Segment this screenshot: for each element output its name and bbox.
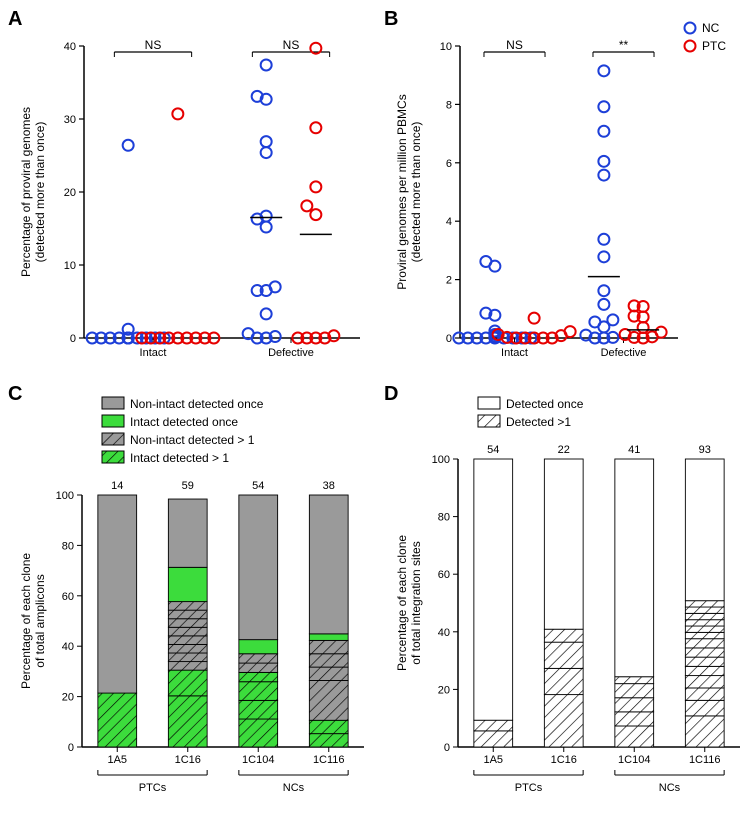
svg-text:NS: NS <box>145 38 162 52</box>
svg-text:100: 100 <box>56 490 74 502</box>
svg-text:Non-intact detected > 1: Non-intact detected > 1 <box>130 433 255 447</box>
svg-text:54: 54 <box>252 480 264 492</box>
svg-text:60: 60 <box>62 591 74 603</box>
svg-text:60: 60 <box>438 569 450 581</box>
svg-text:(detected more than once): (detected more than once) <box>33 122 47 263</box>
svg-text:20: 20 <box>64 187 76 199</box>
svg-text:Defective: Defective <box>268 347 314 359</box>
panel-b-label: B <box>384 8 398 31</box>
svg-text:20: 20 <box>62 692 74 704</box>
svg-text:40: 40 <box>438 627 450 639</box>
svg-text:0: 0 <box>68 742 74 754</box>
svg-text:(detected more than once): (detected more than once) <box>409 122 423 263</box>
svg-text:1C116: 1C116 <box>689 754 721 766</box>
svg-text:of total integration sites: of total integration sites <box>409 541 423 664</box>
svg-text:30: 30 <box>64 114 76 126</box>
svg-text:54: 54 <box>487 444 499 456</box>
svg-text:Detected once: Detected once <box>506 397 584 411</box>
panel-c-label: C <box>8 383 22 406</box>
svg-text:of total amplicons: of total amplicons <box>33 574 47 667</box>
svg-text:NCs: NCs <box>659 782 681 794</box>
svg-text:1C104: 1C104 <box>242 754 274 766</box>
svg-text:1C16: 1C16 <box>551 754 577 766</box>
svg-text:38: 38 <box>323 480 335 492</box>
panel-b: B 0246810Proviral genomes per million PB… <box>388 12 754 377</box>
svg-text:41: 41 <box>628 444 640 456</box>
svg-text:NCs: NCs <box>283 782 305 794</box>
svg-text:PTCs: PTCs <box>139 782 167 794</box>
panel-b-chart: 0 2 4 6 8 10 Proviral genomes per million PBMC… <box>388 12 754 372</box>
svg-text:1C116: 1C116 <box>313 754 345 766</box>
svg-text:NC: NC <box>702 21 720 35</box>
svg-text:Proviral genomes per million P: Proviral genomes per million PBMCs <box>395 94 409 289</box>
svg-text:80: 80 <box>438 512 450 524</box>
svg-text:Percentage of each clone: Percentage of each clone <box>19 553 33 689</box>
svg-text:Intact: Intact <box>501 347 528 359</box>
svg-text:80: 80 <box>62 540 74 552</box>
svg-text:Defective: Defective <box>601 347 647 359</box>
svg-text:10: 10 <box>64 260 76 272</box>
panel-a-chart: 0 10 20 30 40 Percentage of proviral genomes(… <box>12 12 378 372</box>
svg-text:PTCs: PTCs <box>515 782 543 794</box>
svg-text:Non-intact detected once: Non-intact detected once <box>130 397 264 411</box>
svg-text:22: 22 <box>558 444 570 456</box>
svg-text:Intact detected once: Intact detected once <box>130 415 238 429</box>
svg-text:NS: NS <box>506 38 523 52</box>
svg-text:Intact detected > 1: Intact detected > 1 <box>130 451 229 465</box>
svg-text:PTC: PTC <box>702 39 726 53</box>
panel-d: D Detected onceDetected >1020406080100Pe… <box>388 387 754 822</box>
figure-grid: A 010203040Percentage of proviral genome… <box>12 12 744 822</box>
svg-text:Percentage of proviral genomes: Percentage of proviral genomes <box>19 107 33 277</box>
svg-text:40: 40 <box>64 41 76 53</box>
svg-text:4: 4 <box>446 216 452 228</box>
svg-text:1C16: 1C16 <box>175 754 201 766</box>
svg-text:8: 8 <box>446 99 452 111</box>
svg-text:14: 14 <box>111 480 123 492</box>
svg-text:0: 0 <box>444 742 450 754</box>
svg-text:**: ** <box>619 38 629 52</box>
panel-d-chart: Detected once Detected >1 0 20 40 60 80 100 Perc… <box>388 387 754 817</box>
svg-text:1C104: 1C104 <box>618 754 650 766</box>
svg-text:1A5: 1A5 <box>107 754 127 766</box>
svg-text:0: 0 <box>70 333 76 345</box>
svg-text:10: 10 <box>440 41 452 53</box>
panel-c: C Non-intact detected onceIntact detecte… <box>12 387 378 822</box>
panel-a: A 010203040Percentage of proviral genome… <box>12 12 378 377</box>
svg-text:Percentage of each clone: Percentage of each clone <box>395 535 409 671</box>
svg-text:59: 59 <box>182 480 194 492</box>
svg-text:0: 0 <box>446 333 452 345</box>
panel-d-label: D <box>384 383 398 406</box>
svg-text:Detected >1: Detected >1 <box>506 415 571 429</box>
svg-text:NS: NS <box>283 38 300 52</box>
svg-text:1A5: 1A5 <box>483 754 503 766</box>
svg-text:40: 40 <box>62 641 74 653</box>
svg-text:20: 20 <box>438 684 450 696</box>
panel-a-label: A <box>8 8 22 31</box>
svg-text:93: 93 <box>699 444 711 456</box>
svg-text:6: 6 <box>446 158 452 170</box>
panel-c-chart: Non-intact detected once Intact detected … <box>12 387 378 817</box>
svg-text:Intact: Intact <box>140 347 167 359</box>
svg-text:2: 2 <box>446 275 452 287</box>
svg-text:100: 100 <box>432 454 450 466</box>
